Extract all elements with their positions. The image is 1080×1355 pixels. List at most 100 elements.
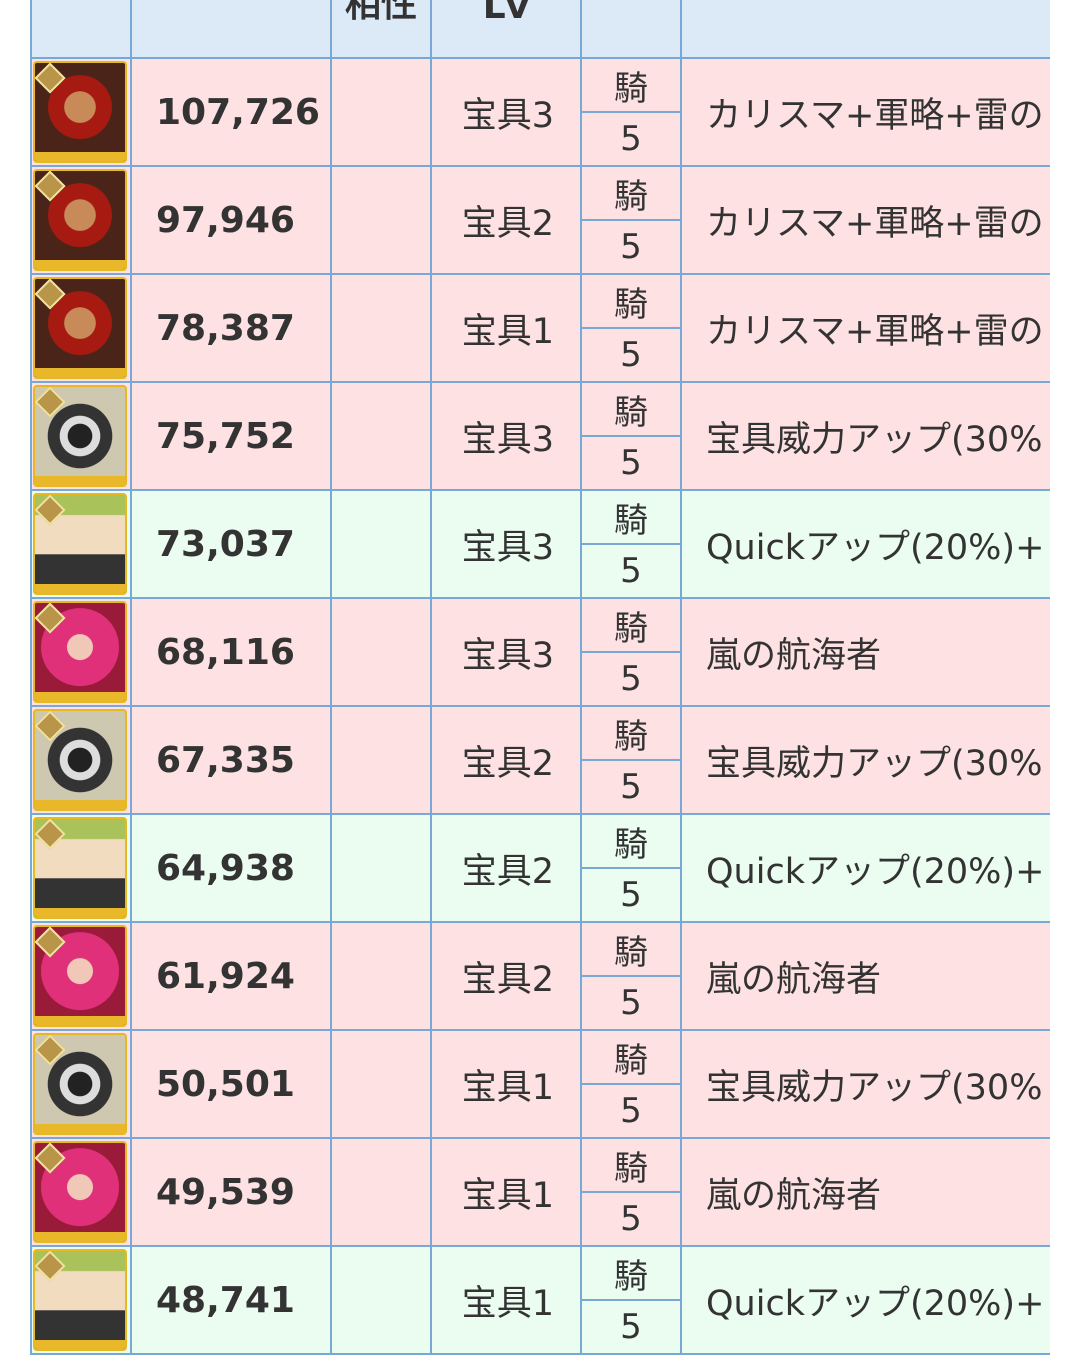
table-row[interactable]: 73,037 宝具3 騎 Quickアップ(20%)+: [30, 489, 1050, 599]
class-label: 騎: [580, 273, 682, 329]
table-row[interactable]: 68,116 宝具3 騎 嵐の航海者: [30, 597, 1050, 707]
affinity-cell: [330, 813, 432, 923]
rarity-badge-icon: [35, 387, 66, 418]
np-level: 宝具2: [430, 705, 582, 815]
skill-level: 5: [580, 1083, 682, 1139]
header-level[interactable]: Lv: [430, 0, 582, 59]
servant-portrait-cell[interactable]: [30, 381, 132, 491]
class-label: 騎: [580, 813, 682, 869]
skill-level: 5: [580, 975, 682, 1031]
affinity-cell: [330, 1245, 432, 1355]
table-row-sub: 5: [31, 1083, 1050, 1139]
np-level: 宝具1: [430, 1029, 582, 1139]
servant-portrait-image[interactable]: [33, 925, 127, 1027]
np-level: 宝具2: [430, 921, 582, 1031]
skill-level: 5: [580, 651, 682, 707]
skill-text: カリスマ+軍略+雷の: [680, 273, 1050, 383]
skill-text: Quickアップ(20%)+: [680, 1245, 1050, 1355]
servant-band: [35, 152, 125, 161]
skill-text: 嵐の航海者: [680, 921, 1050, 1031]
table-row[interactable]: 67,335 宝具2 騎 宝具威力アップ(30%: [30, 705, 1050, 815]
servant-portrait-image[interactable]: [33, 817, 127, 919]
damage-table-container: 相性 Lv 107,726 宝具3 騎 カリスマ+軍略+雷の 5 97,946 宝…: [30, 0, 1050, 1355]
table-row[interactable]: 75,752 宝具3 騎 宝具威力アップ(30%: [30, 381, 1050, 491]
servant-band: [35, 908, 125, 917]
servant-band: [35, 692, 125, 701]
table-row-sub: 5: [31, 867, 1050, 923]
skill-text: 宝具威力アップ(30%: [680, 381, 1050, 491]
servant-portrait-image[interactable]: [33, 493, 127, 595]
servant-portrait-cell[interactable]: [30, 273, 132, 383]
skill-level: 5: [580, 759, 682, 815]
table-row-sub: 5: [31, 327, 1050, 383]
rarity-badge-icon: [35, 279, 66, 310]
class-label: 騎: [580, 57, 682, 113]
skill-level: 5: [580, 435, 682, 491]
header-affinity[interactable]: 相性: [330, 0, 432, 59]
servant-portrait-cell[interactable]: [30, 813, 132, 923]
class-label: 騎: [580, 1137, 682, 1193]
servant-portrait-cell[interactable]: [30, 597, 132, 707]
affinity-cell: [330, 489, 432, 599]
servant-portrait-image[interactable]: [33, 61, 127, 163]
damage-value: 73,037: [130, 489, 332, 599]
np-level: 宝具3: [430, 489, 582, 599]
servant-portrait-cell[interactable]: [30, 1245, 132, 1355]
skill-text: Quickアップ(20%)+: [680, 813, 1050, 923]
rarity-badge-icon: [35, 819, 66, 850]
servant-portrait-cell[interactable]: [30, 57, 132, 167]
servant-portrait-image[interactable]: [33, 1141, 127, 1243]
servant-band: [35, 260, 125, 269]
np-level: 宝具2: [430, 813, 582, 923]
table-row-sub: 5: [31, 975, 1050, 1031]
servant-portrait-image[interactable]: [33, 1033, 127, 1135]
affinity-cell: [330, 1029, 432, 1139]
table-row[interactable]: 61,924 宝具2 騎 嵐の航海者: [30, 921, 1050, 1031]
np-level: 宝具1: [430, 1245, 582, 1355]
class-label: 騎: [580, 597, 682, 653]
table-row-sub: 5: [31, 435, 1050, 491]
class-label: 騎: [580, 1245, 682, 1301]
damage-value: 50,501: [130, 1029, 332, 1139]
table-row[interactable]: 78,387 宝具1 騎 カリスマ+軍略+雷の: [30, 273, 1050, 383]
servant-portrait-image[interactable]: [33, 169, 127, 271]
skill-level: 5: [580, 867, 682, 923]
servant-band: [35, 800, 125, 809]
damage-value: 107,726: [130, 57, 332, 167]
class-label: 騎: [580, 165, 682, 221]
servant-portrait-image[interactable]: [33, 277, 127, 379]
damage-value: 67,335: [130, 705, 332, 815]
servant-portrait-cell[interactable]: [30, 705, 132, 815]
servant-portrait-cell[interactable]: [30, 1137, 132, 1247]
header-class[interactable]: [580, 0, 682, 59]
affinity-cell: [330, 273, 432, 383]
servant-portrait-cell[interactable]: [30, 165, 132, 275]
servant-portrait-image[interactable]: [33, 385, 127, 487]
header-portrait[interactable]: [30, 0, 132, 59]
servant-portrait-image[interactable]: [33, 1249, 127, 1351]
table-row[interactable]: 107,726 宝具3 騎 カリスマ+軍略+雷の: [30, 57, 1050, 167]
skill-text: 嵐の航海者: [680, 1137, 1050, 1247]
servant-portrait-cell[interactable]: [30, 489, 132, 599]
table-header: 相性 Lv: [30, 0, 1050, 59]
skill-text: カリスマ+軍略+雷の: [680, 57, 1050, 167]
rarity-badge-icon: [35, 1251, 66, 1282]
header-damage[interactable]: [130, 0, 332, 59]
table-row[interactable]: 49,539 宝具1 騎 嵐の航海者: [30, 1137, 1050, 1247]
affinity-cell: [330, 1137, 432, 1247]
servant-portrait-image[interactable]: [33, 709, 127, 811]
servant-portrait-image[interactable]: [33, 601, 127, 703]
rarity-badge-icon: [35, 1035, 66, 1066]
table-row-sub: 5: [31, 1191, 1050, 1247]
skill-level: 5: [580, 543, 682, 599]
table-row[interactable]: 48,741 宝具1 騎 Quickアップ(20%)+: [30, 1245, 1050, 1355]
table-row-sub: 5: [31, 219, 1050, 275]
header-skill[interactable]: [680, 0, 1050, 59]
servant-portrait-cell[interactable]: [30, 921, 132, 1031]
table-row[interactable]: 64,938 宝具2 騎 Quickアップ(20%)+: [30, 813, 1050, 923]
servant-portrait-cell[interactable]: [30, 1029, 132, 1139]
table-row[interactable]: 97,946 宝具2 騎 カリスマ+軍略+雷の: [30, 165, 1050, 275]
skill-level: 5: [580, 219, 682, 275]
servant-band: [35, 1016, 125, 1025]
table-row[interactable]: 50,501 宝具1 騎 宝具威力アップ(30%: [30, 1029, 1050, 1139]
